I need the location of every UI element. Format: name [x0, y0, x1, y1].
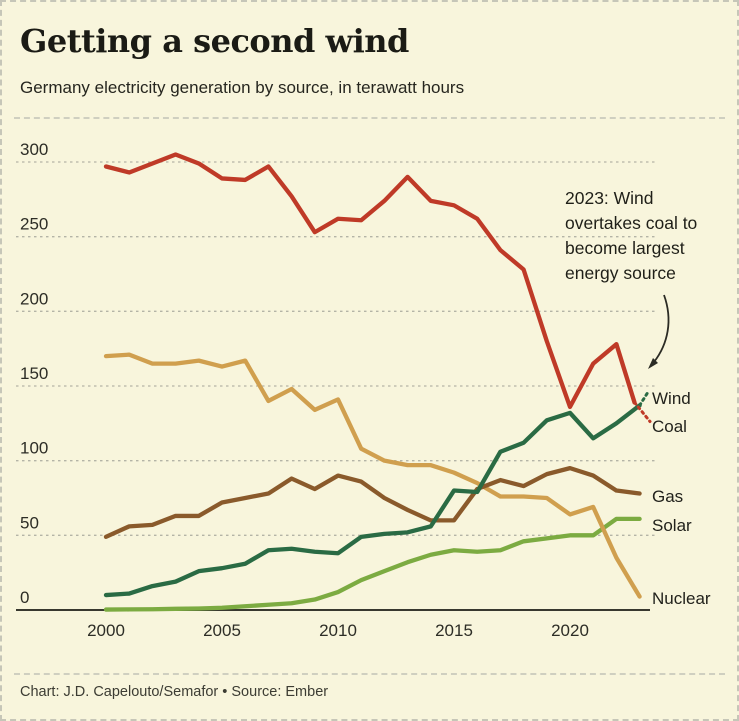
y-tick-label: 0 — [20, 588, 29, 607]
source-credit: Chart: J.D. Capelouto/Semafor • Source: … — [20, 684, 329, 700]
series-label-nuclear: Nuclear — [652, 589, 711, 608]
y-tick-label: 50 — [20, 513, 39, 532]
series-dotted-tail-wind — [638, 389, 651, 407]
annotation-arrowhead — [648, 358, 658, 369]
series-line-solar — [103, 516, 642, 612]
series-label-coal: Coal — [652, 417, 687, 436]
annotation-arrow — [653, 294, 670, 363]
series-dotted-tail-coal — [632, 400, 652, 423]
series-line-wind — [103, 403, 642, 598]
series-line-gas — [103, 465, 642, 539]
series-label-gas: Gas — [652, 487, 683, 506]
x-tick-label: 2020 — [551, 621, 589, 640]
x-tick-label: 2010 — [319, 621, 357, 640]
header-divider — [14, 117, 725, 119]
footer-divider — [14, 673, 725, 675]
y-tick-label: 150 — [20, 364, 48, 383]
page-title: Getting a second wind — [20, 22, 409, 60]
series-line-coal — [103, 152, 637, 410]
y-tick-label: 250 — [20, 215, 48, 234]
y-tick-label: 300 — [20, 140, 48, 159]
series-label-solar: Solar — [652, 516, 692, 535]
y-tick-label: 100 — [20, 439, 48, 458]
y-tick-label: 200 — [20, 289, 48, 308]
x-tick-label: 2015 — [435, 621, 473, 640]
x-tick-label: 2005 — [203, 621, 241, 640]
chart-subtitle: Germany electricity generation by source… — [20, 78, 465, 97]
x-tick-label: 2000 — [87, 621, 125, 640]
annotation-text: 2023: Wind overtakes coal to become larg… — [565, 188, 698, 283]
series-line-nuclear — [103, 352, 642, 599]
series-label-wind: Wind — [652, 389, 691, 408]
